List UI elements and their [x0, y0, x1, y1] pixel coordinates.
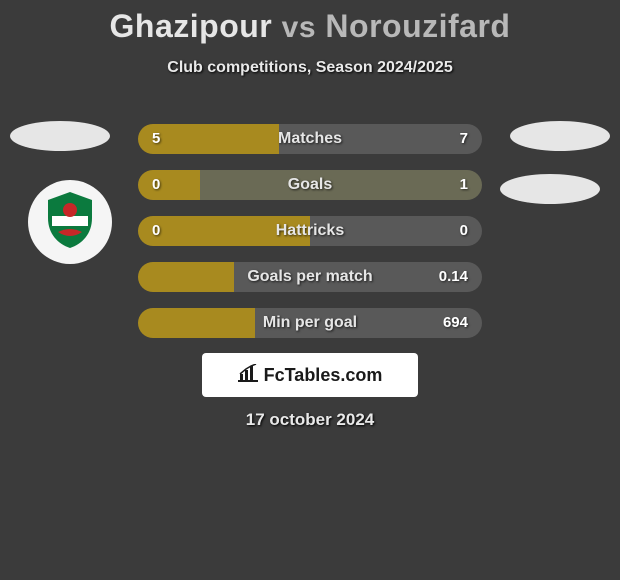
brand-badge: FcTables.com: [202, 353, 418, 397]
bar-row: 00Hattricks: [138, 216, 482, 246]
player2-photo-placeholder: [510, 121, 610, 151]
player1-photo-placeholder: [10, 121, 110, 151]
comparison-bars: 57Matches 01Goals 00Hattricks 0.14Goals per…: [138, 124, 482, 354]
bar-label: Hattricks: [138, 216, 482, 246]
bar-row: 57Matches: [138, 124, 482, 154]
page-title: Ghazipour vs Norouzifard: [0, 0, 620, 45]
bar-row: 01Goals: [138, 170, 482, 200]
player1-name: Ghazipour: [110, 8, 273, 44]
bar-label: Goals per match: [138, 262, 482, 292]
club-crest-icon: [38, 188, 102, 257]
bar-row: 694Min per goal: [138, 308, 482, 338]
bar-label: Matches: [138, 124, 482, 154]
vs-label: vs: [282, 11, 316, 44]
bar-label: Min per goal: [138, 308, 482, 338]
player2-name: Norouzifard: [325, 8, 510, 44]
player1-club-crest: [28, 180, 112, 264]
bar-chart-icon: [238, 364, 258, 387]
subtitle: Club competitions, Season 2024/2025: [0, 59, 620, 77]
footer-date: 17 october 2024: [0, 410, 620, 430]
player2-club-placeholder: [500, 174, 600, 204]
bar-row: 0.14Goals per match: [138, 262, 482, 292]
bar-label: Goals: [138, 170, 482, 200]
brand-text: FcTables.com: [264, 365, 383, 386]
